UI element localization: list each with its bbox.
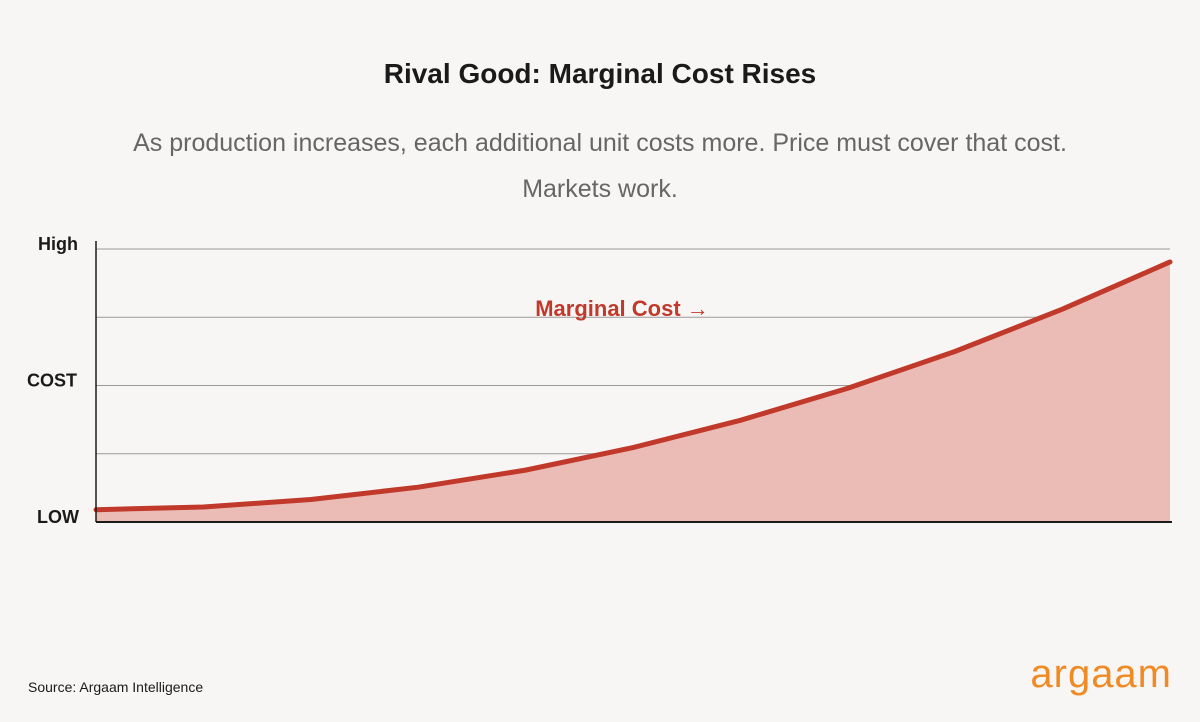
brand-logo: argaam — [1030, 652, 1172, 696]
y-axis-label: COST — [27, 370, 77, 390]
area-fill — [96, 261, 1170, 522]
chart-title: Rival Good: Marginal Cost Rises — [383, 58, 817, 89]
y-tick-label: LOW — [37, 507, 79, 527]
chart-subtitle: As production increases, each additional… — [133, 129, 1067, 203]
source-note: Source: Argaam Intelligence — [28, 679, 204, 695]
y-tick-label: High — [38, 234, 78, 254]
annotation: Marginal Cost → — [535, 296, 709, 321]
line — [93, 259, 1173, 513]
